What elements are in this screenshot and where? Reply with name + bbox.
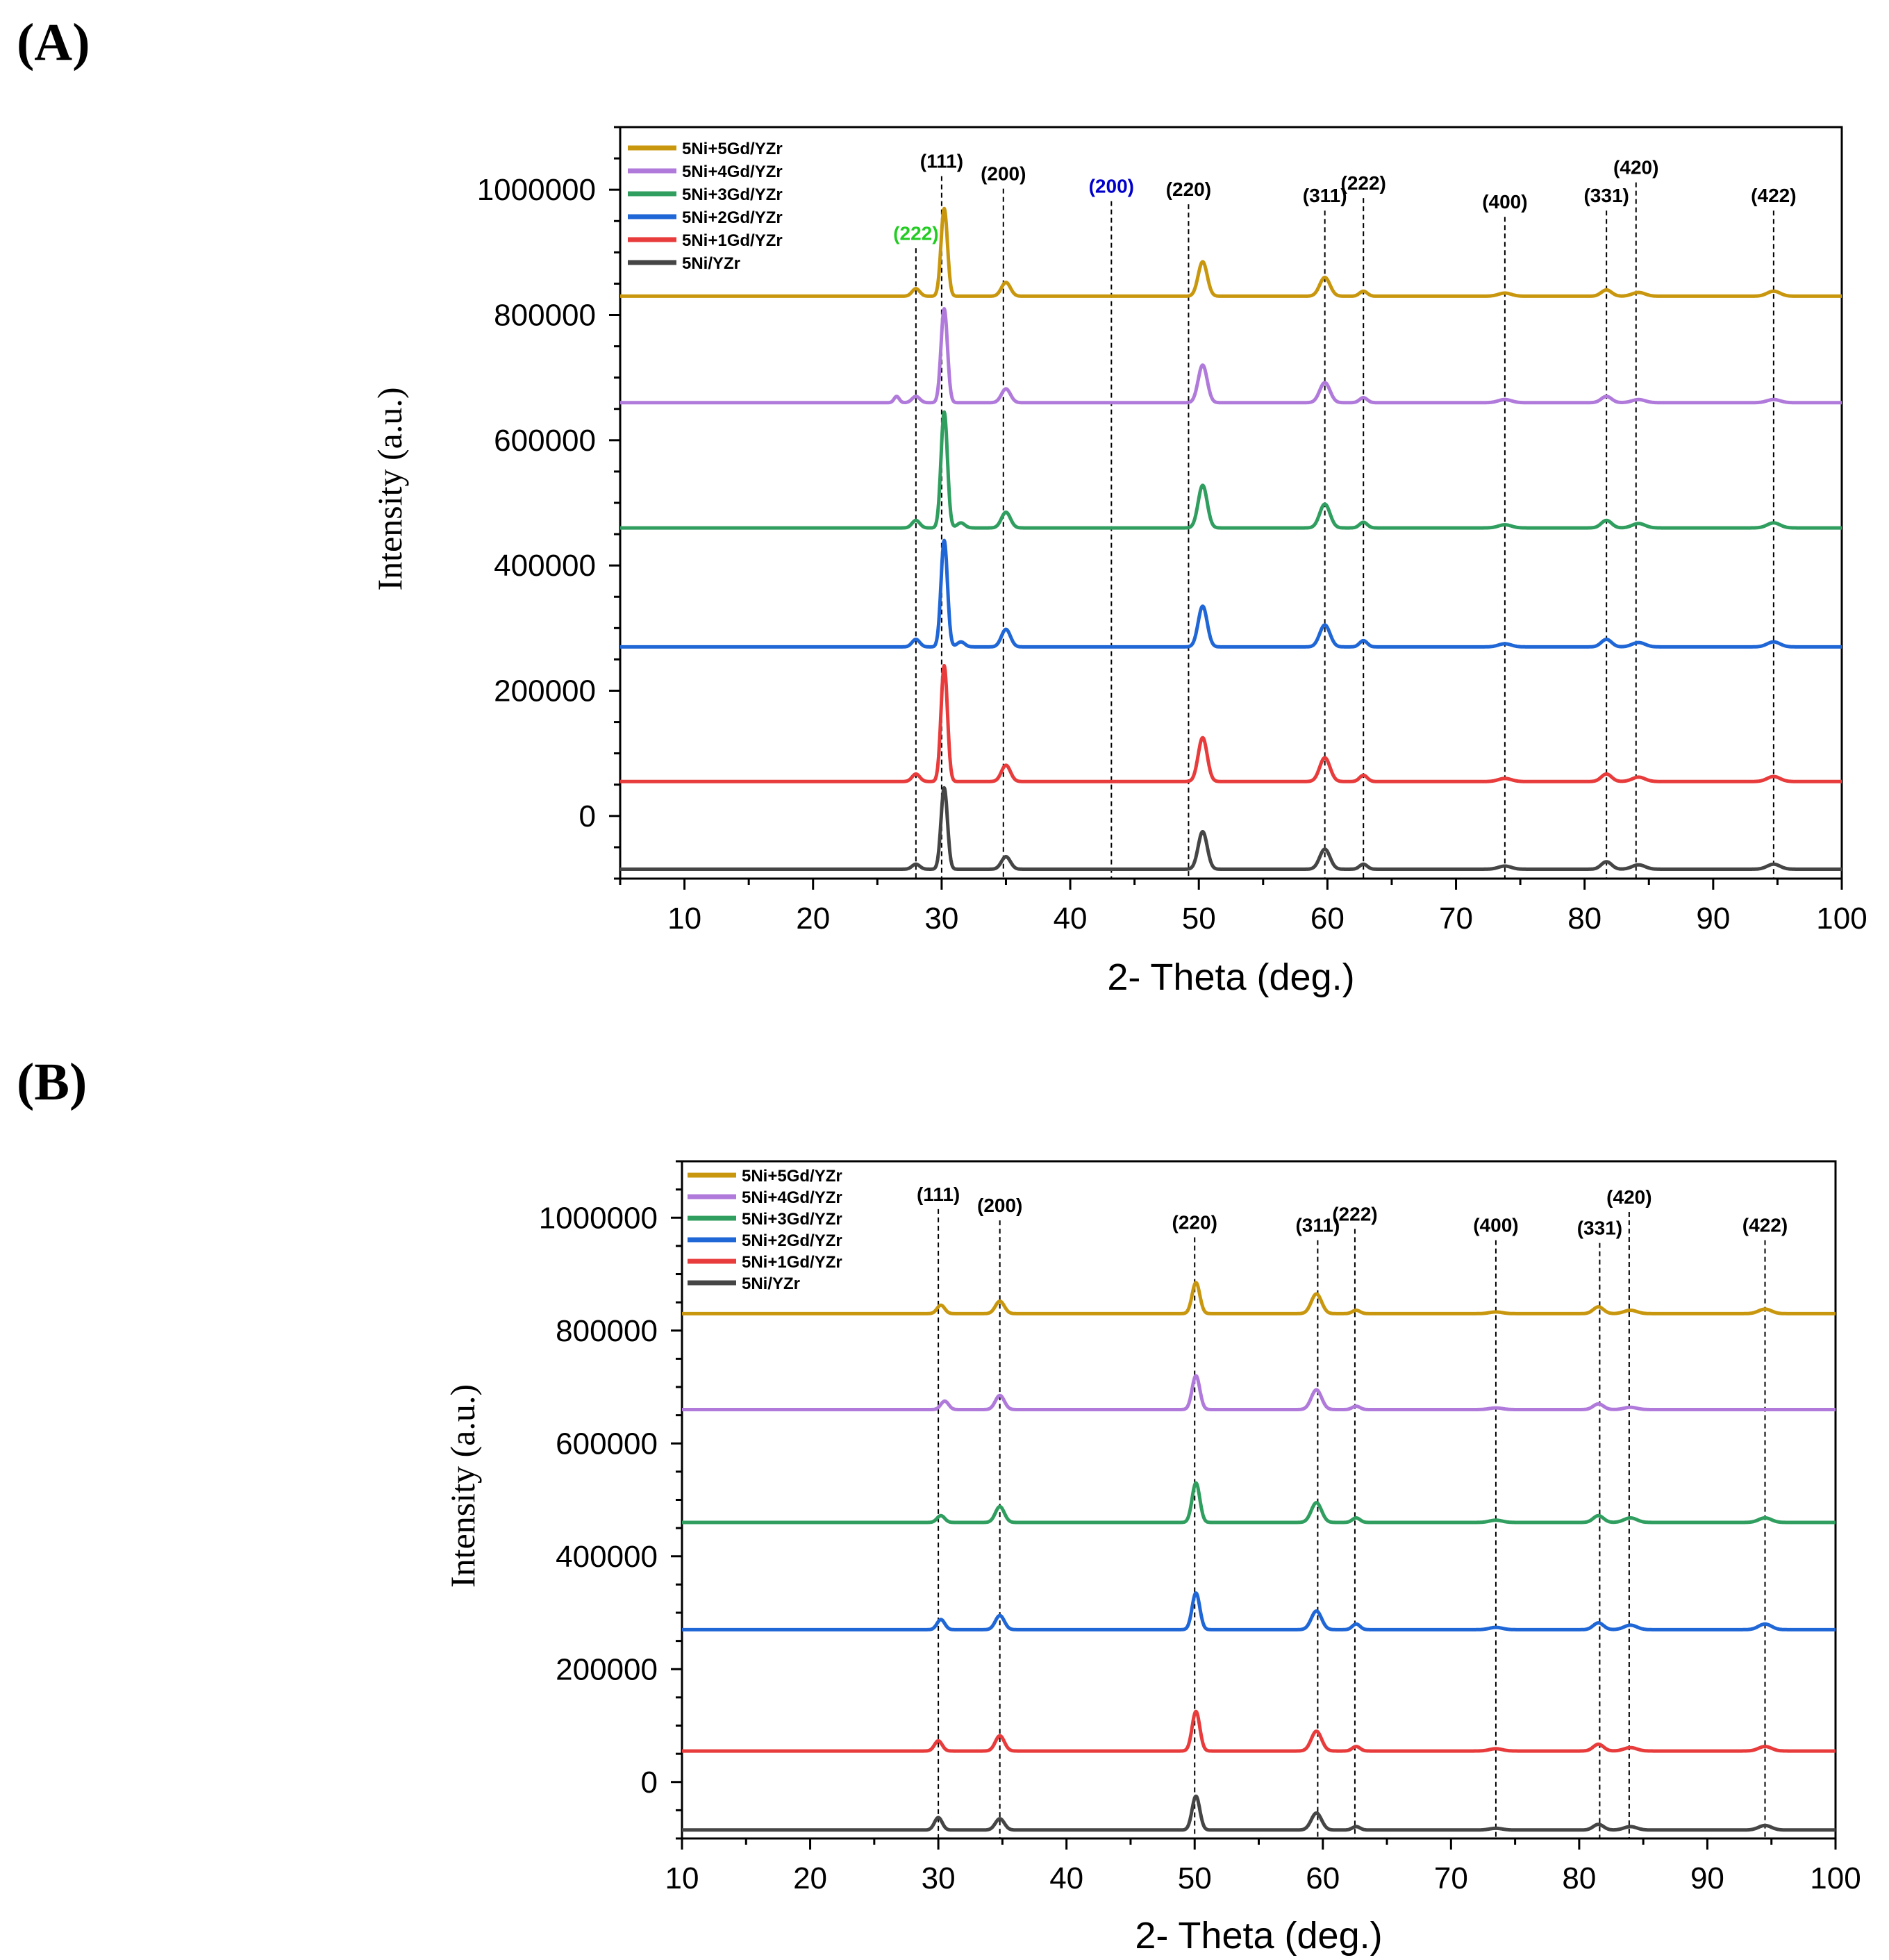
- y-tick-label: 400000: [556, 1540, 658, 1574]
- x-tick-label: 50: [1178, 1861, 1212, 1895]
- legend-label: 5Ni+2Gd/YZr: [742, 1231, 842, 1250]
- x-tick-label: 60: [1310, 902, 1345, 936]
- series-line: [681, 1281, 1837, 1315]
- peak-label: (222): [1332, 1203, 1377, 1224]
- y-tick-label: 400000: [494, 549, 596, 583]
- peak-label: (200): [1089, 176, 1134, 197]
- x-tick-label: 40: [1054, 902, 1088, 936]
- series-line: [681, 1709, 1837, 1753]
- panel-label-a: (A): [17, 13, 90, 72]
- peak-label: (331): [1583, 185, 1629, 206]
- legend-label: 5Ni+4Gd/YZr: [682, 163, 783, 181]
- x-tick-label: 20: [793, 1861, 827, 1895]
- legend-label: 5Ni+5Gd/YZr: [682, 140, 783, 158]
- series-line: [619, 663, 1843, 783]
- y-tick-label: 800000: [494, 299, 596, 333]
- peak-label: (220): [1172, 1212, 1217, 1234]
- legend-label: 5Ni/YZr: [742, 1274, 800, 1293]
- peak-label: (111): [920, 151, 963, 172]
- x-tick-label: 90: [1696, 902, 1730, 936]
- series-line: [681, 1374, 1837, 1411]
- x-tick-label: 80: [1567, 902, 1601, 936]
- y-tick-label: 0: [641, 1766, 658, 1800]
- x-tick-label: 30: [922, 1861, 956, 1895]
- x-tick-label: 90: [1690, 1861, 1724, 1895]
- peak-label: (111): [917, 1184, 960, 1205]
- peak-label: (422): [1742, 1215, 1788, 1236]
- x-tick-label: 30: [924, 902, 958, 936]
- series-line: [619, 206, 1843, 298]
- y-tick-label: 1000000: [477, 173, 596, 207]
- x-tick-label: 10: [667, 902, 701, 936]
- peak-label: (422): [1751, 185, 1796, 206]
- legend-label: 5Ni+1Gd/YZr: [682, 231, 783, 250]
- peak-label: (200): [977, 1195, 1022, 1216]
- peak-label: (311): [1303, 185, 1347, 206]
- peak-label: (331): [1577, 1218, 1622, 1239]
- peak-label: (220): [1166, 178, 1211, 200]
- y-tick-label: 600000: [494, 424, 596, 458]
- x-tick-label: 100: [1810, 1861, 1861, 1895]
- peak-label: (222): [1341, 172, 1386, 194]
- x-tick-label: 60: [1306, 1861, 1340, 1895]
- series-line: [619, 786, 1843, 871]
- x-tick-label: 100: [1816, 902, 1867, 936]
- peak-label: (200): [981, 163, 1026, 185]
- y-axis-title: Intensity (a.u.): [443, 1384, 482, 1588]
- legend-label: 5Ni+3Gd/YZr: [682, 185, 783, 204]
- legend-label: 5Ni+5Gd/YZr: [742, 1167, 842, 1186]
- legend-label: 5Ni+2Gd/YZr: [682, 208, 783, 227]
- series-line: [681, 1794, 1837, 1832]
- x-tick-label: 80: [1562, 1861, 1596, 1895]
- xrd-chart-a: (222)(111)(200)(200) (220) (311)(222)(400)…: [370, 126, 1867, 998]
- y-tick-label: 800000: [556, 1314, 658, 1348]
- y-tick-label: 200000: [494, 674, 596, 708]
- peak-label: (222): [893, 222, 938, 244]
- legend-label: 5Ni/YZr: [682, 254, 740, 273]
- x-tick-label: 10: [665, 1861, 699, 1895]
- x-tick-label: 70: [1439, 902, 1473, 936]
- legend-label: 5Ni+1Gd/YZr: [742, 1253, 842, 1272]
- y-tick-label: 0: [579, 799, 596, 833]
- y-axis-title: Intensity (a.u.): [370, 388, 409, 591]
- series-line: [681, 1481, 1837, 1525]
- legend-label: 5Ni+3Gd/YZr: [742, 1210, 842, 1229]
- peak-label: (420): [1606, 1186, 1651, 1208]
- panel-label-b: (B): [17, 1053, 88, 1111]
- series-line: [619, 538, 1843, 649]
- y-tick-label: 200000: [556, 1652, 658, 1686]
- x-tick-label: 20: [796, 902, 830, 936]
- peak-label: (420): [1613, 157, 1658, 178]
- x-axis-title: 2- Theta (deg.): [1107, 956, 1354, 998]
- legend-label: 5Ni+4Gd/YZr: [742, 1188, 842, 1207]
- x-axis-title: 2- Theta (deg.): [1135, 1915, 1382, 1957]
- y-tick-label: 600000: [556, 1427, 658, 1461]
- x-tick-label: 50: [1182, 902, 1216, 936]
- series-line: [619, 410, 1843, 530]
- peak-label: (311): [1295, 1215, 1340, 1236]
- plot-frame: [681, 1160, 1837, 1840]
- peak-label: (400): [1482, 191, 1527, 213]
- series-line: [619, 307, 1843, 405]
- x-tick-label: 70: [1434, 1861, 1468, 1895]
- y-tick-label: 1000000: [539, 1201, 658, 1235]
- peak-label: (400): [1473, 1215, 1518, 1236]
- series-line: [681, 1591, 1837, 1631]
- x-tick-label: 40: [1049, 1861, 1083, 1895]
